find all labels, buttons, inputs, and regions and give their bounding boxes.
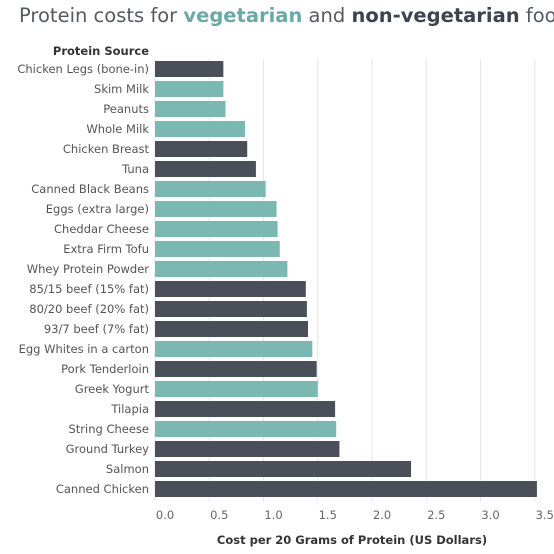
category-label: Tilapia <box>110 402 149 416</box>
category-labels: Chicken Legs (bone-in) Skim Milk Peanuts Wh… <box>17 62 149 496</box>
category-label: 80/20 beef (20% fat) <box>29 302 149 316</box>
category-label: Whey Protein Powder <box>27 262 150 276</box>
bar <box>155 161 256 177</box>
category-label: 93/7 beef (7% fat) <box>44 322 149 336</box>
category-label: Extra Firm Tofu <box>63 242 149 256</box>
category-label: Chicken Legs (bone-in) <box>17 62 149 76</box>
category-label: Skim Milk <box>94 82 149 96</box>
x-tick-label: 0.0 <box>156 508 174 522</box>
x-tick-label: 2.0 <box>373 508 391 522</box>
x-tick-label: 1.0 <box>264 508 282 522</box>
bar <box>155 321 308 337</box>
category-label: Egg Whites in a carton <box>19 342 149 356</box>
x-tick-label: 3.5 <box>536 508 554 522</box>
bar <box>155 101 226 117</box>
x-tick-label: 1.5 <box>319 508 337 522</box>
title-vegetarian: vegetarian <box>183 4 303 27</box>
category-label: Ground Turkey <box>66 442 150 456</box>
bar <box>155 261 288 277</box>
bar <box>155 221 278 237</box>
bar <box>155 301 307 317</box>
chart-title: Protein costs for vegetarian and non-veg… <box>19 4 554 27</box>
x-tick-label: 2.5 <box>427 508 445 522</box>
bar <box>155 361 317 377</box>
category-label: Tuna <box>121 162 149 176</box>
category-label: String Cheese <box>68 422 149 436</box>
category-label: Peanuts <box>103 102 149 116</box>
bar <box>155 481 537 497</box>
bar <box>155 381 318 397</box>
category-label: Chicken Breast <box>63 142 150 156</box>
bar <box>155 341 313 357</box>
bar <box>155 61 224 77</box>
bar <box>155 121 246 137</box>
bar <box>155 181 266 197</box>
bar <box>155 461 412 477</box>
bars <box>155 61 537 497</box>
x-axis-title: Cost per 20 Grams of Protein (US Dollars… <box>217 533 487 547</box>
bar <box>155 281 306 297</box>
bar <box>155 141 248 157</box>
category-label: Pork Tenderloin <box>61 362 149 376</box>
bar <box>155 201 277 217</box>
bar <box>155 421 337 437</box>
x-tick-label: 3.0 <box>481 508 499 522</box>
title-middle: and <box>302 4 352 27</box>
category-label: Greek Yogurt <box>75 382 150 396</box>
title-prefix: Protein costs for <box>19 4 184 27</box>
category-label: Cheddar Cheese <box>54 222 149 236</box>
bar <box>155 441 340 457</box>
category-label: Canned Black Beans <box>31 182 149 196</box>
category-label: 85/15 beef (15% fat) <box>29 282 149 296</box>
bar <box>155 81 224 97</box>
title-suffix: food <box>525 4 554 27</box>
category-label: Salmon <box>106 462 149 476</box>
category-label: Canned Chicken <box>56 482 149 496</box>
title-non-vegetarian: non-vegetarian <box>351 4 520 27</box>
x-tick-label: 0.5 <box>210 508 228 522</box>
bar <box>155 401 336 417</box>
x-axis-ticks: 0.0 0.5 1.0 1.5 2.0 2.5 3.0 3.5 <box>156 508 554 522</box>
bar <box>155 241 280 257</box>
category-label: Whole Milk <box>86 122 149 136</box>
row-header: Protein Source <box>53 44 149 58</box>
category-label: Eggs (extra large) <box>46 202 149 216</box>
